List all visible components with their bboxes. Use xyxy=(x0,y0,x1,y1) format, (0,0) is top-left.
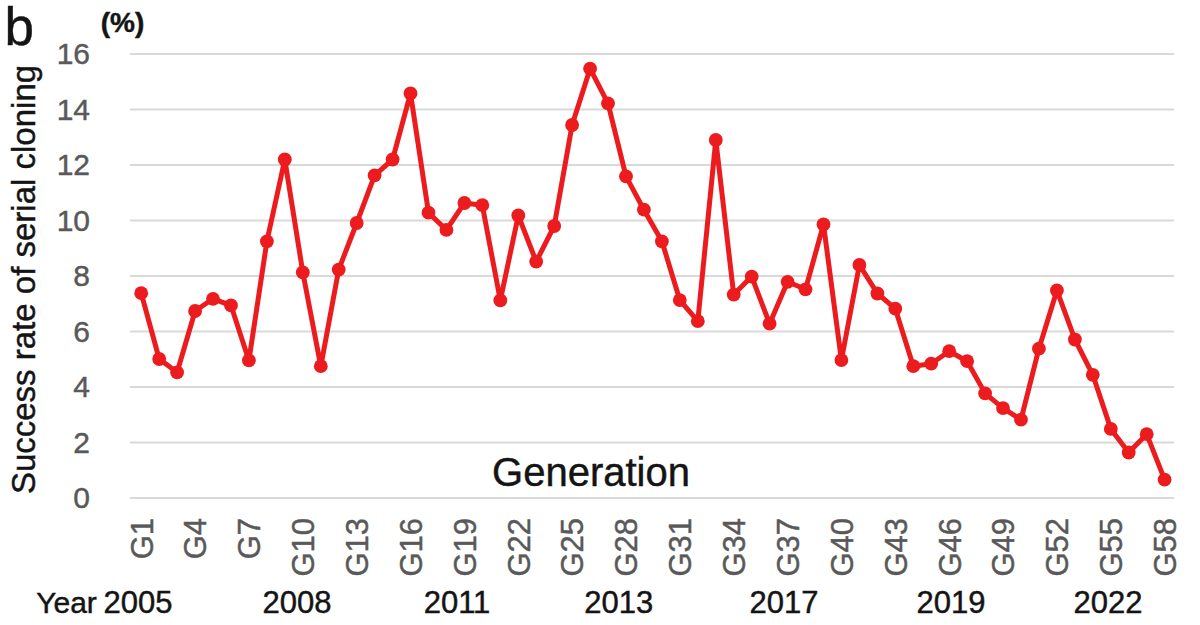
svg-text:12: 12 xyxy=(57,148,90,181)
svg-text:0: 0 xyxy=(73,481,90,514)
svg-text:G58: G58 xyxy=(1148,518,1183,577)
svg-text:G37: G37 xyxy=(771,518,806,577)
svg-text:14: 14 xyxy=(57,93,90,126)
svg-text:G43: G43 xyxy=(879,518,914,577)
svg-text:8: 8 xyxy=(73,259,90,292)
svg-text:G34: G34 xyxy=(717,518,752,577)
svg-text:G16: G16 xyxy=(394,518,429,577)
svg-text:G46: G46 xyxy=(933,518,968,577)
svg-text:16: 16 xyxy=(57,37,90,70)
svg-text:2011: 2011 xyxy=(424,585,491,620)
svg-text:Year: Year xyxy=(36,586,97,619)
svg-text:G1: G1 xyxy=(125,518,160,559)
svg-text:2019: 2019 xyxy=(917,585,986,620)
svg-text:2008: 2008 xyxy=(263,585,332,620)
svg-text:G40: G40 xyxy=(825,518,860,577)
svg-text:G25: G25 xyxy=(555,518,590,577)
svg-text:b: b xyxy=(5,0,34,56)
svg-text:G22: G22 xyxy=(502,518,537,577)
svg-text:G10: G10 xyxy=(286,518,321,577)
svg-text:Generation: Generation xyxy=(492,450,690,494)
svg-text:G55: G55 xyxy=(1094,518,1129,577)
svg-text:G7: G7 xyxy=(232,518,267,559)
svg-text:2013: 2013 xyxy=(584,585,653,620)
svg-text:2022: 2022 xyxy=(1074,585,1143,620)
svg-text:G31: G31 xyxy=(663,518,698,577)
svg-text:2: 2 xyxy=(73,426,90,459)
svg-text:G13: G13 xyxy=(340,518,375,577)
svg-text:4: 4 xyxy=(73,370,90,403)
svg-text:2005: 2005 xyxy=(104,585,173,620)
svg-text:Success rate of serial cloning: Success rate of serial cloning xyxy=(5,65,42,494)
svg-text:G19: G19 xyxy=(448,518,483,577)
svg-text:2017: 2017 xyxy=(750,585,819,620)
svg-text:G28: G28 xyxy=(609,518,644,577)
svg-text:G52: G52 xyxy=(1040,518,1075,577)
svg-text:10: 10 xyxy=(57,204,90,237)
svg-text:G49: G49 xyxy=(986,518,1021,577)
svg-text:G4: G4 xyxy=(178,518,213,559)
svg-text:(%): (%) xyxy=(101,7,145,38)
svg-text:6: 6 xyxy=(73,315,90,348)
